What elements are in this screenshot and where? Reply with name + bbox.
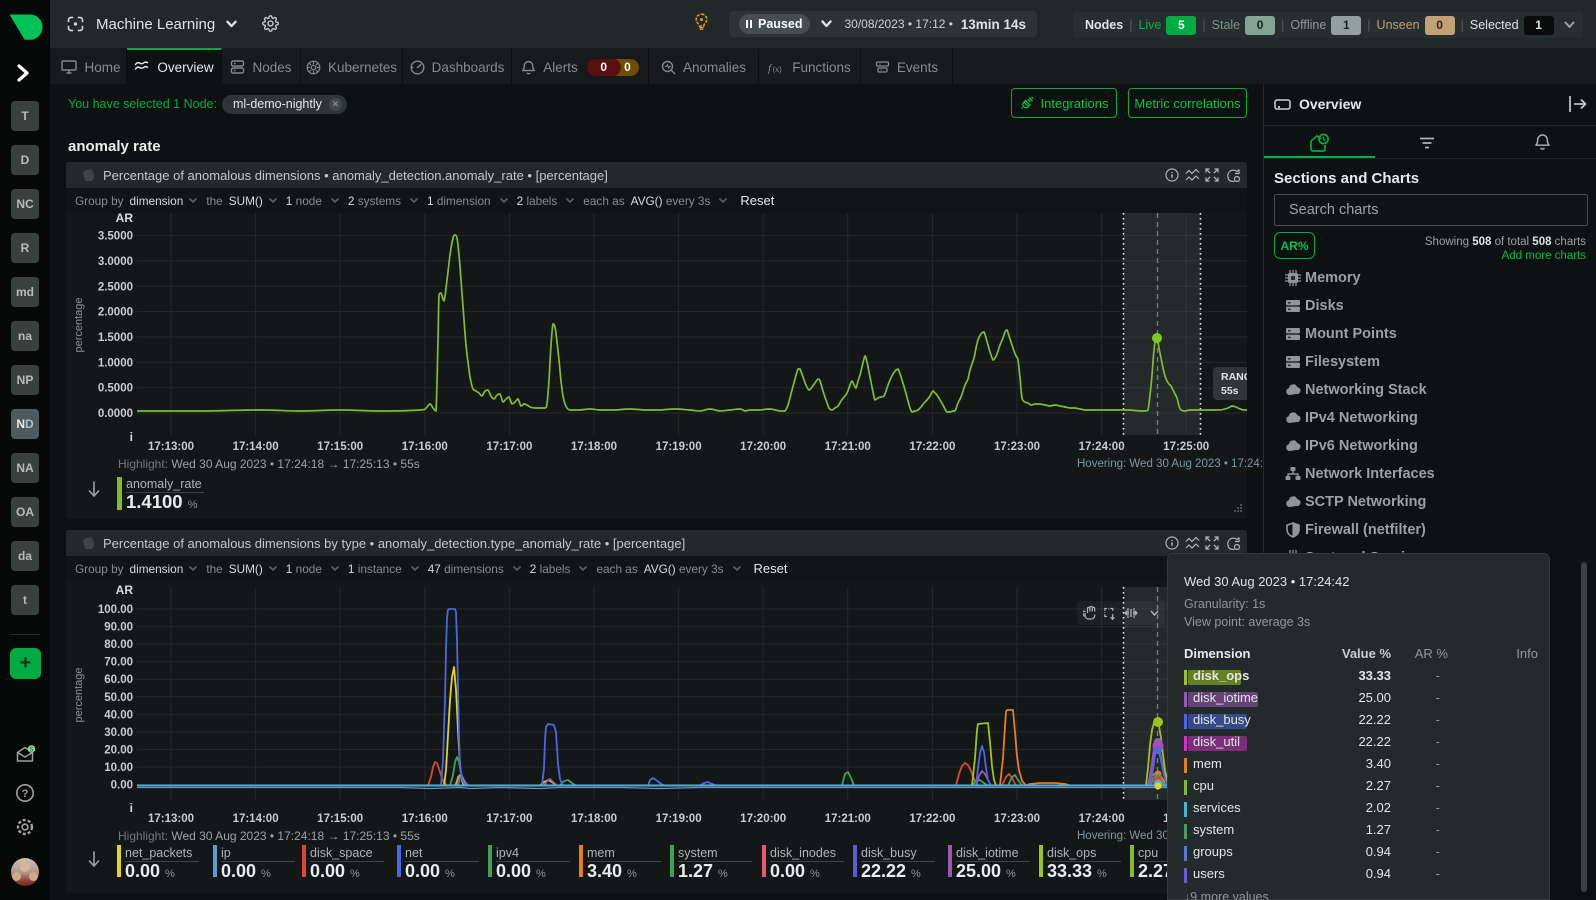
svg-text:f: f <box>768 62 773 74</box>
svg-text:?: ? <box>22 788 29 800</box>
svg-text:(x): (x) <box>773 65 783 74</box>
svg-text:S: S <box>29 746 34 753</box>
